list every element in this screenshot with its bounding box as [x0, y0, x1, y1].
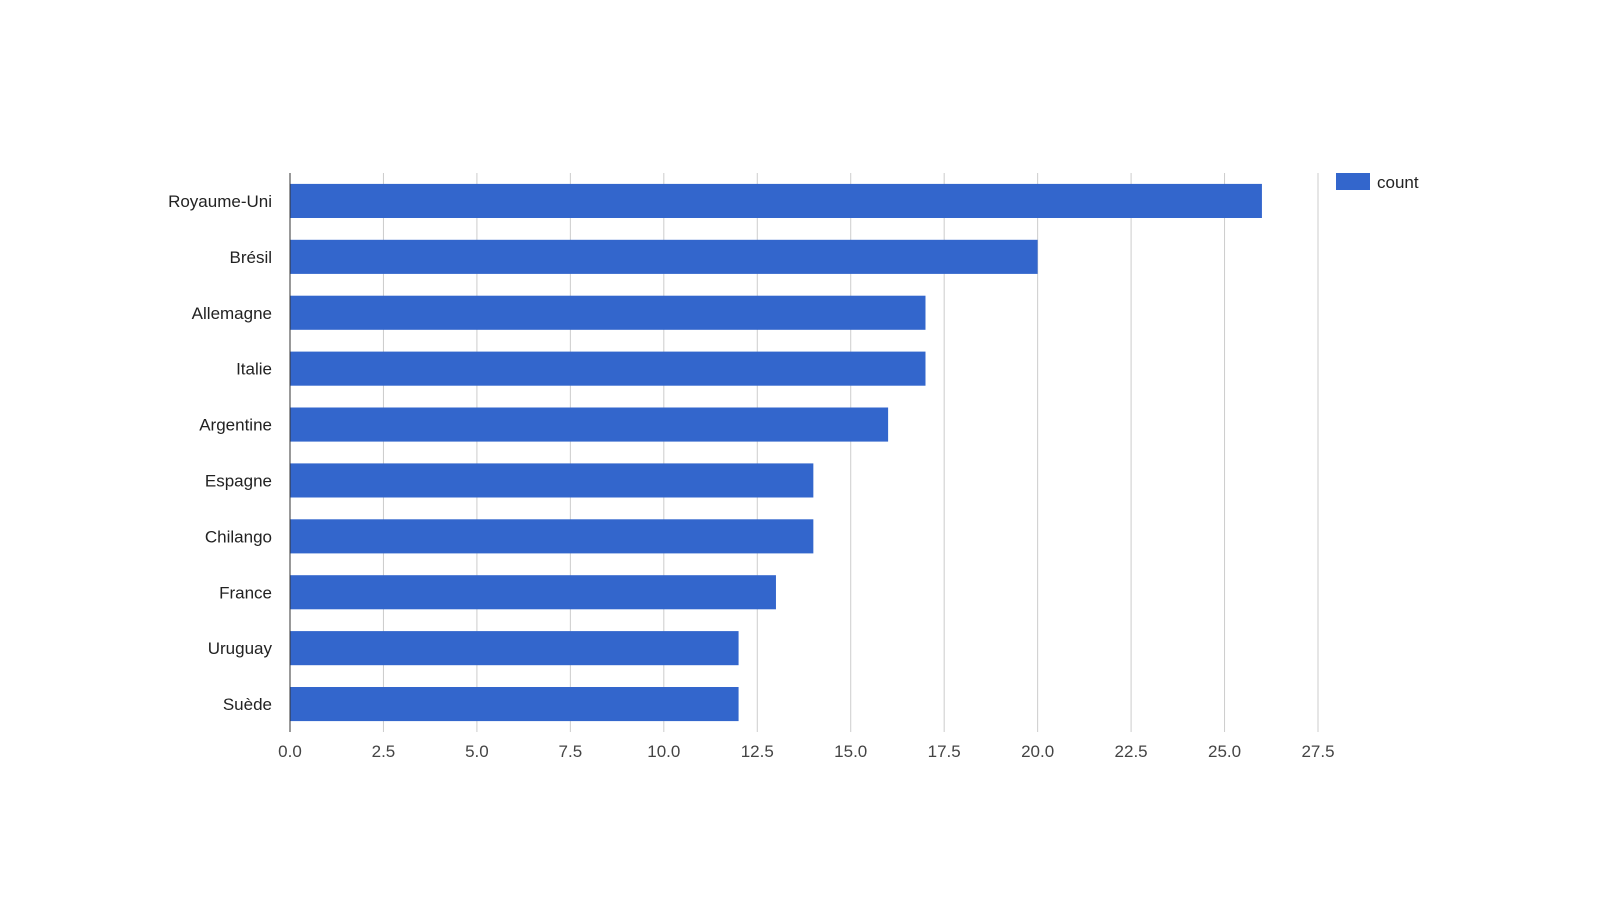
x-tick-label: 20.0: [1021, 742, 1054, 761]
x-tick-label: 0.0: [278, 742, 302, 761]
category-label: Argentine: [199, 416, 272, 435]
x-tick-label: 12.5: [741, 742, 774, 761]
category-label: Brésil: [229, 248, 272, 267]
bar: [290, 407, 889, 442]
x-tick-label: 2.5: [372, 742, 396, 761]
x-tick-label: 22.5: [1115, 742, 1148, 761]
x-tick-label: 10.0: [647, 742, 680, 761]
x-tick-label: 27.5: [1301, 742, 1334, 761]
bar: [290, 351, 926, 386]
category-label: Italie: [236, 360, 272, 379]
category-labels: Royaume-Uni Brésil Allemagne Italie Argentin…: [168, 192, 272, 714]
category-label: Allemagne: [192, 304, 272, 323]
bar: [290, 239, 1038, 274]
x-tick-label: 15.0: [834, 742, 867, 761]
category-label: Suède: [223, 695, 272, 714]
bar: [290, 183, 1262, 218]
legend: count: [1336, 173, 1419, 192]
x-tick-label: 25.0: [1208, 742, 1241, 761]
category-label: Uruguay: [208, 639, 273, 658]
bar: [290, 295, 926, 330]
legend-swatch: [1336, 173, 1370, 190]
legend-label: count: [1377, 173, 1419, 192]
category-label: Espagne: [205, 471, 272, 490]
x-tick-label: 17.5: [928, 742, 961, 761]
bar: [290, 575, 776, 610]
bar: [290, 687, 739, 722]
category-label: France: [219, 583, 272, 602]
bar: [290, 519, 814, 554]
x-tick-label: 7.5: [559, 742, 583, 761]
bars: [290, 183, 1262, 722]
bar: [290, 463, 814, 498]
category-label: Chilango: [205, 527, 272, 546]
x-tick-label: 5.0: [465, 742, 489, 761]
x-tick-labels: 0.0 2.5 5.0 7.5 10.0 12.5 15.0 17.5 20.0 22.5 25.0…: [278, 742, 1334, 761]
bar: [290, 631, 739, 666]
category-label: Royaume-Uni: [168, 192, 272, 211]
